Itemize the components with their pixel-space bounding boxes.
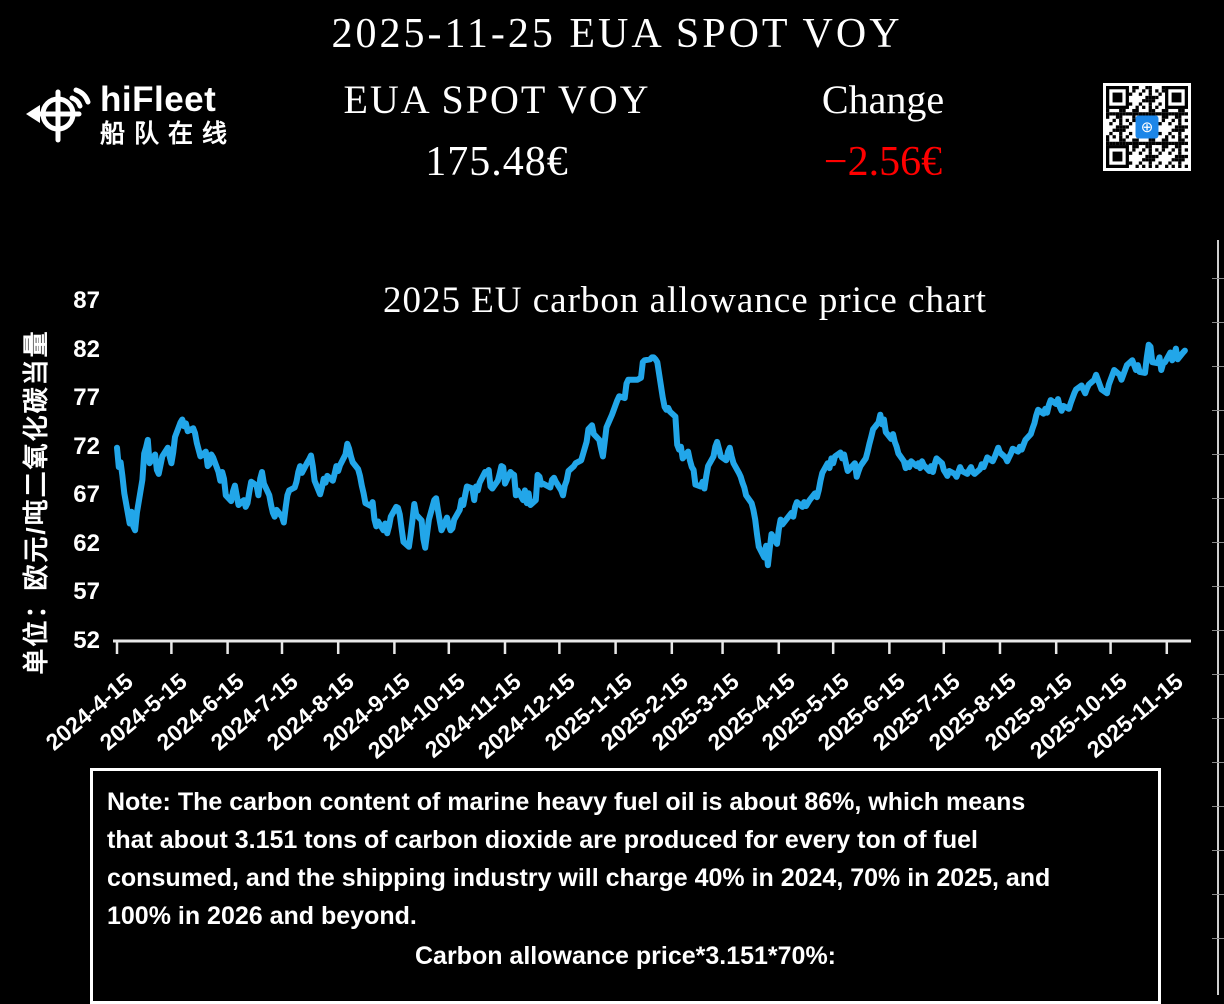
table-row-divider bbox=[1212, 278, 1224, 279]
change-value: −2.56€ bbox=[823, 139, 943, 185]
table-row-divider bbox=[1212, 894, 1224, 895]
table-row-divider bbox=[1212, 410, 1224, 411]
table-row-divider bbox=[1212, 630, 1224, 631]
note-text: Note: The carbon content of marine heavy… bbox=[107, 783, 1144, 935]
y-tick-label: 77 bbox=[73, 384, 100, 412]
note-line: 100% in 2026 and beyond. bbox=[107, 902, 417, 930]
chart-title: 2025 EU carbon allowance price chart bbox=[382, 280, 988, 321]
y-tick-label: 87 bbox=[73, 287, 100, 314]
qr-code: ⊕ bbox=[1103, 83, 1191, 171]
note-box: Note: The carbon content of marine heavy… bbox=[90, 768, 1161, 1004]
instrument-label: EUA SPOT VOY bbox=[343, 77, 651, 122]
table-row-divider bbox=[1212, 322, 1224, 323]
note-line: that about 3.151 tons of carbon dioxide … bbox=[107, 826, 978, 854]
svg-text:⊕: ⊕ bbox=[1141, 119, 1154, 136]
table-row-divider bbox=[1212, 498, 1224, 499]
change-label: Change bbox=[821, 77, 945, 122]
y-tick-label: 67 bbox=[73, 481, 100, 509]
qr-center-logo-icon bbox=[1135, 115, 1159, 139]
table-row-divider bbox=[1212, 366, 1224, 367]
price-value: 175.48€ bbox=[425, 139, 569, 185]
y-tick-label: 62 bbox=[73, 529, 100, 557]
cropped-table-edge bbox=[1217, 240, 1219, 995]
table-row-divider bbox=[1212, 762, 1224, 763]
table-row-divider bbox=[1212, 542, 1224, 543]
note-line: Note: The carbon content of marine heavy… bbox=[107, 788, 1026, 816]
table-row-divider bbox=[1212, 674, 1224, 675]
y-tick-label: 52 bbox=[73, 627, 100, 654]
y-tick-label: 57 bbox=[73, 578, 100, 606]
hifleet-logo-icon bbox=[24, 78, 98, 144]
table-row-divider bbox=[1212, 938, 1224, 939]
note-line: consumed, and the shipping industry will… bbox=[107, 864, 1051, 892]
table-row-divider bbox=[1212, 586, 1224, 587]
brand-name-cn: 船队在线 bbox=[100, 120, 237, 148]
table-row-divider bbox=[1212, 806, 1224, 807]
brand-name: hiFleet bbox=[100, 80, 217, 119]
page-title: 2025-11-25 EUA SPOT VOY bbox=[331, 11, 903, 57]
table-row-divider bbox=[1212, 850, 1224, 851]
table-row-divider bbox=[1212, 718, 1224, 719]
note-formula: Carbon allowance price*3.151*70%: bbox=[414, 942, 837, 970]
price-line bbox=[114, 341, 1188, 569]
y-tick-label: 72 bbox=[73, 432, 100, 460]
y-tick-label: 82 bbox=[73, 335, 100, 363]
table-row-divider bbox=[1212, 454, 1224, 455]
